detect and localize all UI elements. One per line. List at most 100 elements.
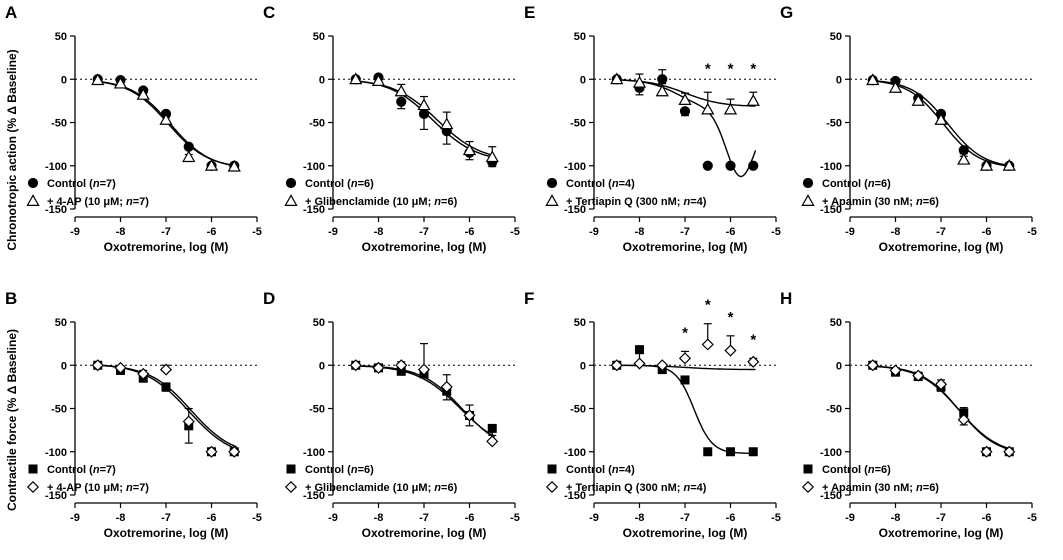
x-tick-label: -7	[161, 226, 171, 238]
legend-label: Control (n=4)	[566, 178, 635, 190]
legend-item: Control (n=4)	[547, 464, 635, 476]
data-point	[349, 72, 363, 85]
x-axis-title: Oxotremorine, log (M)	[104, 240, 229, 254]
data-point	[635, 345, 644, 355]
data-point	[396, 366, 406, 376]
data-point	[91, 73, 105, 86]
significance-star: *	[682, 324, 688, 341]
y-tick-label: -100	[564, 447, 586, 459]
data-point	[418, 108, 430, 119]
legend-label: Control (n=7)	[47, 178, 116, 190]
data-point	[394, 84, 408, 97]
x-tick-label: -7	[419, 226, 429, 238]
legend-marker	[801, 194, 815, 206]
x-tick-label: -6	[982, 512, 992, 524]
data-point	[159, 363, 173, 376]
legend-label: Control (n=6)	[305, 464, 374, 476]
data-point	[678, 93, 692, 105]
data-point	[703, 447, 713, 457]
panel-letter: A	[5, 3, 17, 22]
panel-letter: E	[524, 3, 535, 22]
y-tick-label: 0	[61, 74, 67, 86]
x-tick-label: -6	[726, 512, 736, 524]
data-point	[747, 355, 760, 368]
y-tick-label: 50	[574, 31, 586, 43]
data-point	[610, 72, 624, 85]
data-point	[701, 338, 714, 351]
legend-item: Control (n=7)	[27, 177, 116, 190]
y-tick-label: 50	[55, 31, 67, 43]
data-point	[655, 84, 669, 97]
data-point	[748, 447, 758, 457]
fit-curve-treatment	[614, 364, 756, 371]
y-tick-label: 0	[580, 74, 586, 86]
data-point	[632, 75, 647, 88]
data-point	[113, 76, 128, 89]
panel-letter: G	[780, 3, 793, 22]
data-point	[888, 81, 903, 93]
legend-label: + Tertiapin Q (300 nM; n=4)	[566, 482, 707, 494]
panel-D: D 50 0 -50 -100 -150-9 -8 -7 -6 -5 Oxotremorine, l…	[263, 289, 520, 540]
x-tick-label: -7	[936, 512, 946, 524]
data-point	[440, 117, 454, 130]
legend-item: Control (n=6)	[285, 177, 374, 190]
x-axis-title: Oxotremorine, log (M)	[879, 526, 1004, 540]
data-point	[701, 102, 715, 115]
legend-label: Control (n=6)	[822, 178, 891, 190]
significance-star: *	[705, 297, 711, 314]
x-axis-title: Oxotremorine, log (M)	[623, 240, 748, 254]
data-point	[911, 94, 925, 106]
panel-E: E 50 0 -50 -100 -150-9 -8 -7 -6 -5 Oxotremorine, l…	[524, 3, 781, 254]
data-point	[748, 160, 759, 171]
legend-marker	[284, 194, 298, 206]
legend-label: Control (n=6)	[822, 464, 891, 476]
legend-item: Control (n=7)	[28, 464, 116, 476]
data-point	[633, 357, 646, 370]
y-tick-label: -100	[820, 161, 842, 173]
legend-marker	[286, 464, 296, 474]
legend-marker	[546, 177, 558, 189]
data-point	[182, 415, 195, 428]
legend-marker	[545, 194, 559, 206]
y-tick-label: -100	[45, 447, 67, 459]
data-point	[866, 73, 880, 86]
series-treatment	[91, 73, 241, 172]
data-point	[161, 382, 171, 392]
series-control	[611, 74, 759, 171]
legend-item: Control (n=4)	[546, 177, 635, 190]
x-tick-label: -6	[207, 512, 217, 524]
y-tick-label: -50	[826, 118, 842, 130]
data-point	[371, 74, 386, 86]
x-tick-label: -7	[680, 512, 690, 524]
data-point	[610, 359, 623, 372]
data-point	[349, 359, 362, 372]
panel-F: F 50 0 -50 -100 -150-9 -8 -7 -6 -5 Oxotremorine, l…	[524, 289, 781, 540]
legend-label: Control (n=7)	[47, 464, 116, 476]
x-tick-label: -6	[465, 512, 475, 524]
y-tick-label: -50	[309, 404, 325, 416]
y-tick-label: 0	[319, 74, 325, 86]
legend-label: Control (n=4)	[566, 464, 635, 476]
y-tick-label: 50	[55, 317, 67, 329]
data-point	[228, 445, 241, 458]
series-treatment	[610, 323, 760, 372]
y-tick-label: -100	[303, 161, 325, 173]
panel-letter: B	[5, 289, 17, 308]
significance-star: *	[728, 60, 734, 77]
data-point	[912, 369, 925, 382]
series-treatment	[349, 72, 499, 163]
series-treatment	[866, 359, 1016, 458]
legend-item: Control (n=6)	[803, 464, 891, 476]
x-tick-label: -6	[207, 226, 217, 238]
x-tick-label: -6	[726, 226, 736, 238]
legend-marker	[285, 177, 297, 189]
legend-item: + Tertiapin Q (300 nM; n=4)	[545, 480, 707, 494]
data-point	[486, 435, 499, 448]
data-point	[395, 359, 408, 372]
y-tick-label: -50	[570, 404, 586, 416]
x-tick-label: -9	[70, 512, 80, 524]
significance-star: *	[750, 60, 756, 77]
legend-marker	[26, 480, 40, 494]
legend-label: Control (n=6)	[305, 178, 374, 190]
fit-curve-control	[95, 364, 237, 450]
